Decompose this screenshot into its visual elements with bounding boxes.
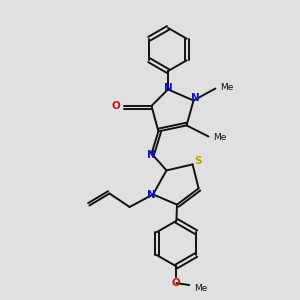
Text: Me: Me — [213, 134, 226, 142]
Text: O: O — [111, 101, 120, 111]
Text: Me: Me — [220, 82, 233, 91]
Text: O: O — [172, 278, 181, 288]
Text: S: S — [194, 156, 202, 166]
Text: N: N — [147, 150, 156, 160]
Text: N: N — [147, 190, 156, 200]
Text: Me: Me — [194, 284, 207, 293]
Text: N: N — [191, 93, 200, 103]
Text: N: N — [164, 83, 172, 93]
